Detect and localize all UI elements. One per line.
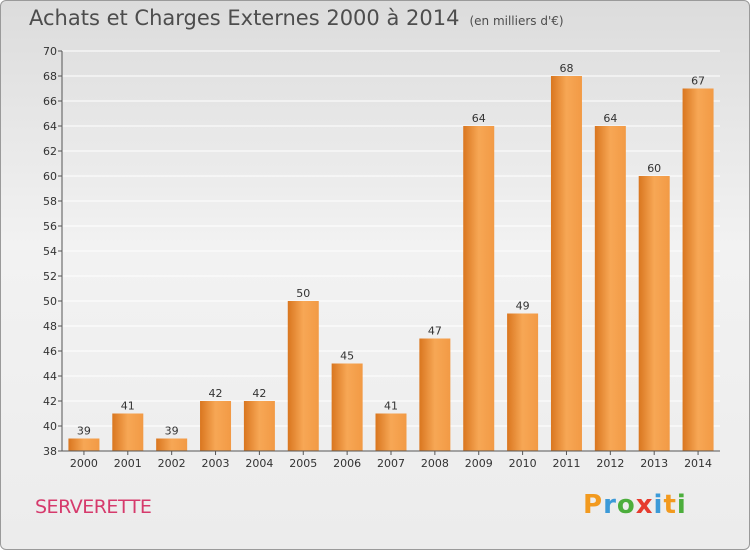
bar — [200, 401, 232, 451]
x-tick-label: 2006 — [333, 457, 361, 470]
x-tick-label: 2001 — [114, 457, 142, 470]
proxiti-logo: Proxiti — [583, 490, 687, 520]
y-tick-label: 38 — [43, 445, 57, 458]
x-tick-label: 2003 — [202, 457, 230, 470]
commune-name: SERVERETTE — [35, 496, 152, 518]
data-label: 42 — [252, 387, 266, 400]
y-tick-label: 58 — [43, 195, 57, 208]
y-tick-label: 50 — [43, 295, 57, 308]
y-tick-label: 62 — [43, 145, 57, 158]
data-label: 39 — [165, 425, 179, 438]
y-tick-label: 44 — [43, 370, 57, 383]
bar — [638, 176, 670, 451]
x-tick-label: 2012 — [596, 457, 624, 470]
labels: 38 40 42 44 46 48 50 52 54 56 58 60 62 64 66 68 70 39 2000… — [43, 45, 712, 470]
y-tick-label: 60 — [43, 170, 57, 183]
y-tick-label: 40 — [43, 420, 57, 433]
bar — [112, 413, 144, 451]
data-label: 47 — [428, 325, 442, 338]
y-tick-label: 46 — [43, 345, 57, 358]
bar — [68, 438, 100, 451]
data-label: 68 — [559, 62, 573, 75]
unit-label: (en milliers d'€) — [469, 14, 564, 28]
bar — [419, 338, 451, 451]
y-tick-label: 52 — [43, 270, 57, 283]
data-label: 49 — [516, 300, 530, 313]
bar — [287, 301, 319, 451]
bar — [463, 126, 495, 451]
bar — [243, 401, 275, 451]
data-label: 67 — [691, 75, 705, 88]
y-tick-label: 66 — [43, 95, 57, 108]
bar — [507, 313, 539, 451]
x-tick-label: 2014 — [684, 457, 712, 470]
bar — [375, 413, 407, 451]
x-tick-label: 2000 — [70, 457, 98, 470]
data-label: 41 — [121, 400, 135, 413]
title-text: Achats et Charges Externes 2000 à 2014 — [29, 6, 460, 30]
x-tick-label: 2004 — [245, 457, 273, 470]
data-label: 50 — [296, 287, 310, 300]
data-label: 41 — [384, 400, 398, 413]
x-tick-label: 2013 — [640, 457, 668, 470]
bars — [68, 76, 714, 451]
bar — [550, 76, 582, 451]
axes — [58, 50, 720, 455]
x-tick-label: 2005 — [289, 457, 317, 470]
x-tick-label: 2011 — [552, 457, 580, 470]
y-tick-label: 68 — [43, 70, 57, 83]
bar — [682, 88, 714, 451]
y-tick-label: 56 — [43, 220, 57, 233]
bar — [594, 126, 626, 451]
data-label: 60 — [647, 162, 661, 175]
x-tick-label: 2010 — [509, 457, 537, 470]
y-tick-label: 42 — [43, 395, 57, 408]
data-label: 39 — [77, 425, 91, 438]
data-label: 45 — [340, 350, 354, 363]
bar — [156, 438, 188, 451]
y-tick-label: 70 — [43, 45, 57, 58]
y-tick-label: 48 — [43, 320, 57, 333]
data-label: 64 — [472, 112, 486, 125]
bar — [331, 363, 363, 451]
y-tick-label: 64 — [43, 120, 57, 133]
x-tick-label: 2002 — [158, 457, 186, 470]
x-tick-label: 2007 — [377, 457, 405, 470]
data-label: 64 — [603, 112, 617, 125]
chart-title: Achats et Charges Externes 2000 à 2014 (e… — [29, 6, 564, 30]
x-tick-label: 2009 — [465, 457, 493, 470]
data-label: 42 — [209, 387, 223, 400]
x-tick-label: 2008 — [421, 457, 449, 470]
y-tick-label: 54 — [43, 245, 57, 258]
